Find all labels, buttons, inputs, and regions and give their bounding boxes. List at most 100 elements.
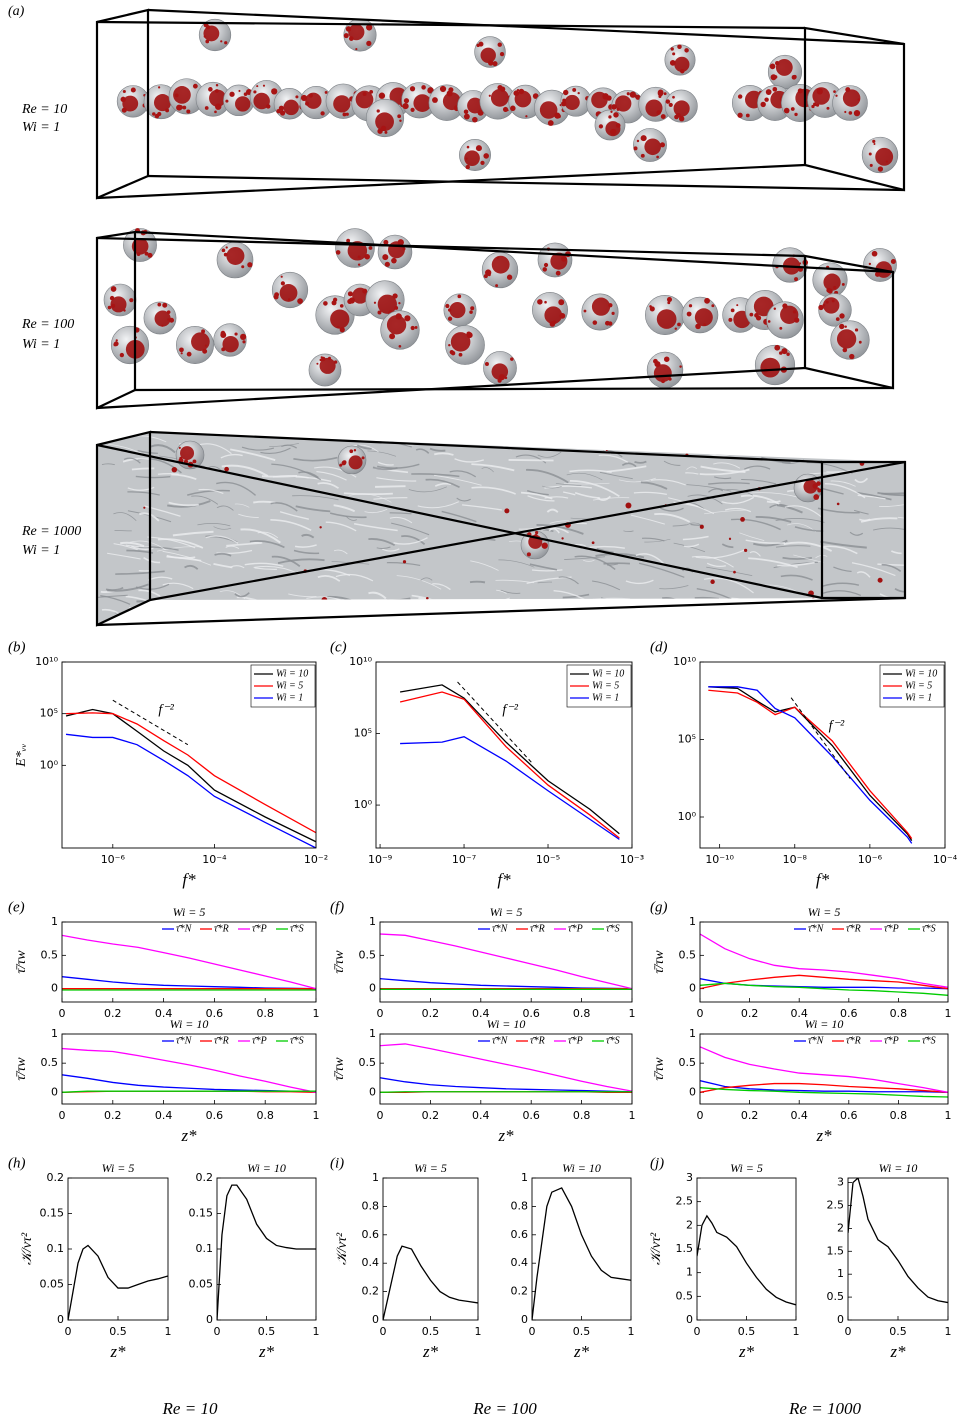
streak	[856, 491, 892, 501]
particle-spot	[518, 88, 525, 95]
streak	[127, 491, 160, 496]
particle-spot	[447, 316, 453, 321]
particle-core	[490, 88, 509, 107]
particle-spot	[488, 94, 491, 97]
red-spot	[321, 597, 328, 603]
streak	[650, 479, 686, 486]
x-tick-label: 0	[697, 1007, 704, 1020]
streak	[821, 607, 843, 616]
streak	[686, 466, 698, 470]
particle-spot	[223, 252, 228, 257]
y-axis-label: τ̄/τw	[14, 950, 29, 974]
series-line	[700, 933, 948, 988]
particle	[401, 82, 438, 119]
chart: 0 0.5 1 0 0.5 1 1.5 2 2.5 3 Wi = 10 z*	[827, 1161, 952, 1361]
particle-spot	[526, 552, 531, 557]
particle-spot	[458, 352, 463, 357]
x-tick-label: 0.2	[104, 1007, 122, 1020]
streak	[731, 597, 749, 602]
particle	[223, 84, 255, 117]
particle-spot	[410, 325, 415, 331]
particle-spot	[875, 271, 881, 277]
particle-spot	[535, 531, 539, 535]
particle-spot	[764, 97, 769, 102]
streak	[162, 550, 212, 566]
streak	[157, 538, 204, 549]
particle-spot	[848, 111, 853, 115]
streak	[230, 448, 276, 461]
particle-core	[480, 47, 496, 64]
particle-spot	[280, 281, 285, 286]
panel-label: (b)	[8, 639, 26, 655]
streak	[907, 553, 954, 558]
particle-spot	[561, 255, 567, 262]
streak	[298, 471, 319, 479]
particle	[818, 293, 852, 327]
particle-spot	[287, 298, 291, 301]
particle-spot	[362, 288, 368, 294]
particle-spot	[616, 107, 620, 111]
streak	[873, 527, 905, 536]
particle-spot	[220, 330, 226, 336]
y-tick-label: 2.5	[676, 1195, 694, 1208]
particle-spot	[355, 48, 358, 51]
streak	[615, 619, 664, 622]
streak	[748, 492, 799, 498]
particle-spot	[377, 128, 383, 134]
axes-frame	[847, 1177, 949, 1321]
x-tick-label: 0	[845, 1325, 852, 1338]
streak	[127, 486, 155, 491]
particle-spot	[402, 247, 406, 251]
particle-spot	[605, 320, 610, 326]
panel-label: (j)	[650, 1155, 664, 1171]
particle-spot	[357, 255, 361, 259]
streak	[721, 543, 734, 549]
streak	[494, 616, 513, 623]
particle-spot	[857, 98, 860, 101]
streak	[699, 468, 750, 476]
streak	[333, 504, 356, 513]
streak	[294, 544, 317, 548]
streak	[471, 486, 516, 495]
particle-spot	[663, 92, 667, 96]
chart-title: Wi = 10	[487, 1017, 526, 1031]
particle-spot	[799, 262, 802, 265]
series-line	[380, 1043, 632, 1092]
streak	[881, 619, 905, 625]
particle-core	[180, 446, 195, 461]
particle-spot	[794, 317, 800, 323]
particle-core	[222, 336, 239, 353]
legend-label: τ̄*P	[884, 1035, 899, 1046]
particle-spot	[342, 112, 347, 117]
streak	[755, 515, 792, 523]
streak	[553, 589, 587, 601]
streak	[225, 601, 253, 607]
particle-spot	[556, 114, 561, 119]
x-tick-label: 1	[165, 1325, 172, 1338]
legend-label: τ̄*N	[492, 1035, 509, 1046]
streak	[740, 494, 780, 505]
streak	[238, 513, 259, 518]
particle	[377, 234, 413, 270]
streak	[317, 482, 339, 489]
y-tick-label: 0	[689, 1085, 696, 1098]
particle-spot	[678, 115, 685, 122]
legend-label: τ̄*P	[252, 1035, 267, 1046]
particle	[213, 323, 247, 357]
particle-spot	[839, 313, 845, 319]
streak	[564, 556, 606, 560]
particle-spot	[760, 101, 766, 108]
panel-label: (h)	[8, 1155, 26, 1171]
streak	[292, 495, 339, 501]
legend-label: Wi = 1	[905, 692, 932, 703]
particle-spot	[547, 120, 554, 126]
particle	[459, 139, 491, 171]
particle-spot	[174, 93, 179, 98]
panel-label: (g)	[650, 899, 668, 915]
particle	[216, 241, 254, 279]
particle-spot	[610, 110, 613, 113]
particle	[168, 78, 205, 115]
particle-core	[319, 357, 336, 374]
streak	[279, 511, 309, 520]
